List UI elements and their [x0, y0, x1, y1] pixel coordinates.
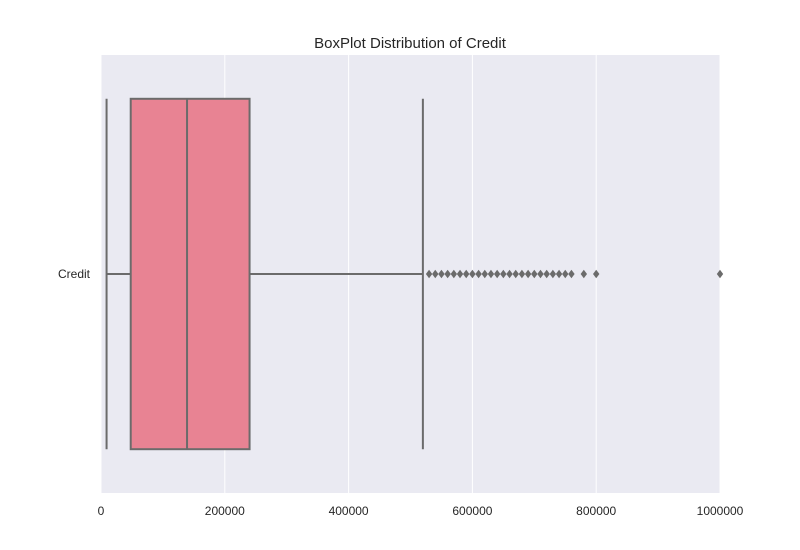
outlier-point [438, 269, 445, 279]
x-tick-label: 1000000 [697, 504, 744, 518]
outlier-point [580, 269, 588, 279]
y-axis-ticks: Credit [58, 267, 91, 281]
outlier-point [543, 269, 550, 279]
x-axis-ticks: 0 200000 400000 600000 800000 1000000 [98, 504, 744, 518]
outlier-point [487, 269, 495, 279]
x-tick-label: 800000 [576, 504, 616, 518]
outlier-point [444, 269, 451, 279]
outlier-point [568, 269, 575, 279]
outlier-point [475, 269, 482, 279]
y-tick-label: Credit [58, 267, 91, 281]
outlier-point [537, 269, 544, 279]
outlier-point [481, 269, 488, 279]
outlier-point [463, 269, 470, 279]
x-tick-label: 600000 [452, 504, 492, 518]
outlier-point [562, 269, 569, 279]
outlier-point [593, 269, 600, 279]
x-tick-label: 400000 [329, 504, 369, 518]
outlier-point [500, 269, 507, 279]
chart-title: BoxPlot Distribution of Credit [314, 35, 507, 52]
outlier-point [493, 269, 501, 279]
outlier-point [549, 269, 557, 279]
iqr-box [129, 97, 251, 451]
outlier-point [506, 269, 513, 279]
x-tick-label: 0 [98, 504, 105, 518]
outlier-point [432, 269, 439, 279]
outlier-point [524, 269, 532, 279]
outlier-point [425, 269, 433, 279]
outlier-point [456, 269, 464, 279]
outlier-point [518, 269, 526, 279]
outlier-point [450, 269, 458, 279]
outlier-point [469, 269, 476, 279]
box-plot-layer [105, 97, 424, 451]
outlier-point [531, 269, 538, 279]
outlier-point [716, 269, 724, 279]
x-tick-label: 200000 [205, 504, 245, 518]
outlier-points [425, 269, 724, 279]
outlier-point [512, 269, 519, 279]
outlier-point [555, 269, 563, 279]
